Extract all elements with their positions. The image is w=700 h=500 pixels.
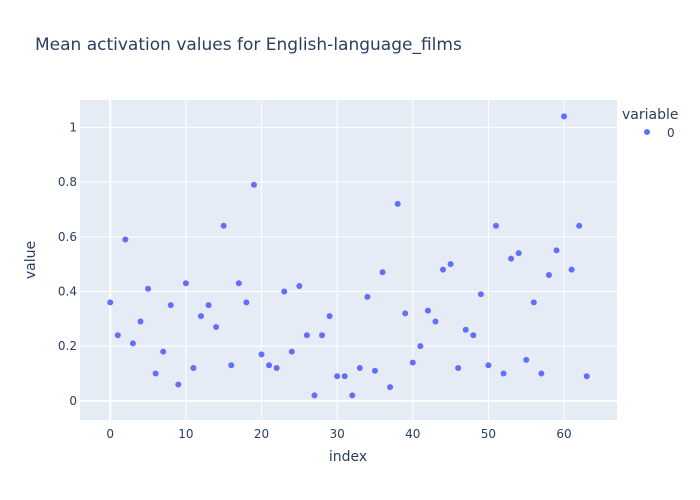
legend: variable 0: [622, 107, 678, 140]
data-point: [296, 282, 303, 289]
y-tick-label: 0.2: [58, 339, 77, 353]
data-point: [402, 310, 409, 317]
data-point: [288, 348, 295, 355]
data-point: [198, 313, 205, 320]
data-point: [258, 351, 265, 358]
data-point: [281, 288, 288, 295]
data-point: [470, 332, 477, 339]
data-point: [122, 236, 129, 243]
data-point: [190, 365, 197, 372]
y-tick-label: 0.8: [58, 175, 77, 189]
data-point: [553, 247, 560, 254]
data-point: [523, 356, 530, 363]
data-point: [508, 255, 515, 262]
data-point: [440, 266, 447, 273]
data-point: [492, 222, 499, 229]
legend-marker[interactable]: [644, 129, 650, 135]
data-point: [145, 285, 152, 292]
y-tick-label: 0.4: [58, 284, 77, 298]
data-point: [379, 269, 386, 276]
x-tick-label: 50: [481, 427, 496, 441]
data-point: [220, 222, 227, 229]
data-point: [530, 299, 537, 306]
data-point: [387, 384, 394, 391]
data-point: [137, 318, 144, 325]
data-point: [167, 302, 174, 309]
data-point: [462, 326, 469, 333]
x-axis-title: index: [329, 449, 367, 465]
data-point: [205, 302, 212, 309]
data-point: [334, 373, 341, 380]
legend-label[interactable]: 0: [667, 126, 675, 140]
y-tick-label: 0: [69, 394, 77, 408]
data-point: [266, 362, 273, 369]
data-point: [349, 392, 356, 399]
data-point: [485, 362, 492, 369]
data-point: [432, 318, 439, 325]
x-axis-ticks: 0 10 20 30 40 50 60: [106, 427, 571, 441]
data-point: [394, 200, 401, 207]
data-point: [273, 365, 280, 372]
data-point: [235, 280, 242, 287]
y-tick-label: 0.6: [58, 230, 77, 244]
data-point: [319, 332, 326, 339]
grid-lines: [80, 100, 617, 420]
data-point: [568, 266, 575, 273]
data-point: [364, 293, 371, 300]
x-tick-label: 30: [330, 427, 345, 441]
x-tick-label: 40: [405, 427, 420, 441]
data-point: [424, 307, 431, 314]
data-point: [356, 365, 363, 372]
data-point: [515, 250, 522, 257]
data-point: [583, 373, 590, 380]
data-point: [213, 324, 220, 331]
data-point: [545, 272, 552, 279]
data-point: [409, 359, 416, 366]
data-point: [228, 362, 235, 369]
data-point: [160, 348, 167, 355]
data-point: [576, 222, 583, 229]
legend-title: variable: [622, 107, 678, 123]
data-point: [311, 392, 318, 399]
data-point: [477, 291, 484, 298]
data-point: [175, 381, 182, 388]
x-tick-label: 20: [254, 427, 269, 441]
data-point: [114, 332, 121, 339]
data-point: [326, 313, 333, 320]
data-points: [107, 113, 590, 399]
y-axis-ticks: 0 0.2 0.4 0.6 0.8 1: [58, 120, 77, 408]
data-point: [152, 370, 159, 377]
plot-area: [80, 100, 617, 420]
data-point: [107, 299, 114, 306]
data-point: [447, 261, 454, 268]
data-point: [417, 343, 424, 350]
data-point: [561, 113, 568, 120]
data-point: [341, 373, 348, 380]
data-point: [129, 340, 136, 347]
x-tick-label: 0: [106, 427, 114, 441]
data-point: [303, 332, 310, 339]
data-point: [538, 370, 545, 377]
data-point: [371, 367, 378, 374]
data-point: [500, 370, 507, 377]
x-tick-label: 60: [556, 427, 571, 441]
data-point: [250, 181, 257, 188]
y-tick-label: 1: [69, 120, 77, 134]
data-point: [243, 299, 250, 306]
y-axis-title: value: [23, 241, 39, 279]
chart-title: Mean activation values for English-langu…: [35, 35, 462, 55]
data-point: [455, 365, 462, 372]
x-tick-label: 10: [178, 427, 193, 441]
data-point: [182, 280, 189, 287]
